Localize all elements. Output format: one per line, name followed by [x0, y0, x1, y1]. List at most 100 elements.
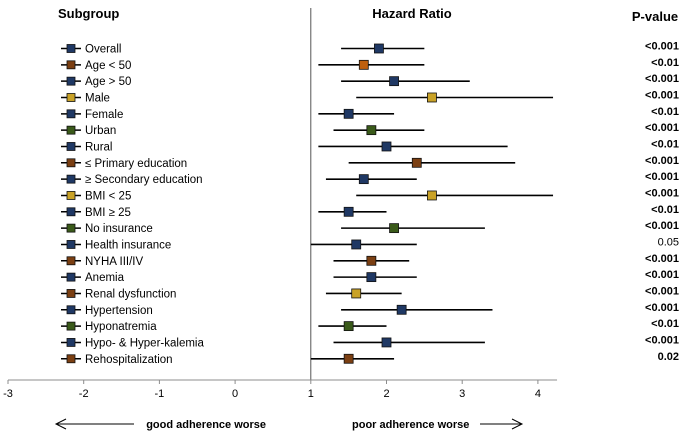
legend-key-marker [66, 191, 76, 200]
x-tick-label: 3 [459, 388, 465, 400]
legend-key-marker [66, 289, 76, 298]
subgroup-label: Hypo- & Hyper-kalemia [85, 337, 204, 349]
subgroup-label: BMI < 25 [85, 190, 131, 202]
hazard-ratio-marker [358, 174, 369, 185]
legend-key-marker [66, 354, 76, 364]
legend-key-marker [66, 256, 76, 266]
pvalue-label: <0.001 [645, 89, 679, 101]
hazard-ratio-header: Hazard Ratio [372, 6, 452, 21]
pvalue-label: <0.001 [645, 220, 679, 232]
x-tick-label: 2 [383, 388, 389, 400]
pvalue-header: P-value [632, 9, 678, 24]
subgroup-label: No insurance [85, 223, 153, 235]
subgroup-label: Age > 50 [85, 76, 131, 88]
row: Male <0.001 [61, 89, 679, 104]
hazard-ratio-marker [389, 223, 399, 234]
legend-key-marker [66, 338, 76, 347]
legend-key-marker [66, 158, 76, 168]
legend-key-marker [66, 125, 76, 135]
pvalue-label: 0.05 [658, 236, 679, 248]
pvalue-label: <0.001 [645, 253, 679, 265]
legend-key-marker [66, 109, 76, 119]
legend-key-marker [66, 207, 76, 217]
pvalue-label: <0.001 [645, 171, 679, 183]
row: No insurance <0.001 [61, 220, 679, 235]
x-tick-label: -1 [155, 388, 165, 400]
subgroup-label: Age < 50 [85, 60, 131, 72]
left-annotation-text: good adherence worse [146, 419, 266, 431]
subgroup-label: Male [85, 92, 110, 104]
subgroup-header: Subgroup [58, 6, 119, 21]
row: Hyponatremia <0.01 [61, 318, 679, 333]
hazard-ratio-marker [427, 92, 437, 103]
pvalue-label: <0.001 [645, 285, 679, 297]
row: Rehospitalization 0.02 [61, 351, 679, 366]
pvalue-label: <0.01 [651, 57, 679, 69]
hazard-ratio-marker [396, 304, 407, 315]
right-arrowhead [511, 418, 524, 430]
legend-key-marker [66, 93, 76, 102]
row: Anemia <0.001 [61, 269, 679, 284]
x-tick-label: 4 [535, 388, 541, 400]
row: ≤ Primary education <0.001 [61, 155, 679, 170]
row: Female <0.01 [61, 106, 679, 121]
hazard-ratio-marker [389, 76, 399, 87]
subgroup-label: Health insurance [85, 239, 171, 251]
legend-key-marker [66, 240, 76, 249]
hazard-ratio-marker [343, 206, 354, 217]
pvalue-label: <0.001 [645, 73, 679, 85]
row: Urban <0.001 [61, 122, 679, 137]
hazard-ratio-marker [411, 157, 422, 168]
subgroup-label: Female [85, 109, 123, 121]
legend-key-marker [66, 223, 76, 233]
subgroup-label: Rural [85, 141, 112, 153]
x-axis: -3 -2 -1 0 1 2 3 4 [3, 379, 558, 400]
subgroup-label: Renal dysfunction [85, 288, 176, 300]
legend-key-marker [66, 272, 76, 282]
x-tick-label: 1 [308, 388, 314, 400]
hazard-ratio-marker [374, 43, 384, 54]
row: Hypo- & Hyper-kalemia <0.001 [61, 334, 679, 349]
hazard-ratio-marker [366, 255, 377, 266]
row: Age < 50 <0.01 [61, 57, 679, 72]
subgroup-label: Overall [85, 44, 121, 56]
subgroup-label: NYHA III/IV [85, 256, 143, 268]
hazard-ratio-marker [351, 288, 362, 299]
row: Overall <0.001 [61, 41, 679, 56]
legend-key-marker [66, 321, 76, 331]
legend-key-marker [66, 44, 76, 53]
row: Hypertension <0.001 [61, 302, 679, 317]
rows-layer: Overall <0.001 Age < 50 <0.01 Age > 50 <0.001… [61, 41, 679, 366]
row: BMI ≥ 25 <0.01 [61, 204, 679, 219]
subgroup-label: BMI ≥ 25 [85, 207, 131, 219]
subgroup-label: Rehospitalization [85, 354, 173, 366]
legend-key-marker [66, 174, 76, 184]
hazard-ratio-marker [366, 125, 377, 136]
pvalue-label: <0.001 [645, 269, 679, 281]
pvalue-label: 0.02 [658, 351, 679, 363]
hazard-ratio-marker [351, 239, 362, 250]
legend-key-marker [66, 142, 76, 151]
subgroup-label: ≤ Primary education [85, 158, 187, 170]
right-annotation: poor adherence worse [352, 418, 524, 431]
pvalue-label: <0.01 [651, 106, 679, 118]
hazard-ratio-marker [343, 353, 354, 364]
left-arrowhead [54, 418, 67, 430]
subgroup-label: Hyponatremia [85, 321, 157, 333]
pvalue-label: <0.01 [651, 138, 679, 150]
subgroup-label: Anemia [85, 272, 125, 284]
hazard-ratio-marker [427, 190, 437, 201]
x-tick-label: -2 [79, 388, 89, 400]
subgroup-label: Hypertension [85, 305, 153, 317]
row: ≥ Secondary education <0.001 [61, 171, 679, 186]
subgroup-label: ≥ Secondary education [85, 174, 203, 186]
x-tick-label: -3 [3, 388, 13, 400]
right-annotation-text: poor adherence worse [352, 419, 469, 431]
subgroup-label: Urban [85, 125, 116, 137]
hazard-ratio-marker [343, 321, 354, 332]
row: NYHA III/IV <0.001 [61, 253, 679, 268]
pvalue-label: <0.001 [645, 155, 679, 167]
legend-key-marker [66, 76, 76, 86]
row: Health insurance 0.05 [61, 236, 679, 251]
